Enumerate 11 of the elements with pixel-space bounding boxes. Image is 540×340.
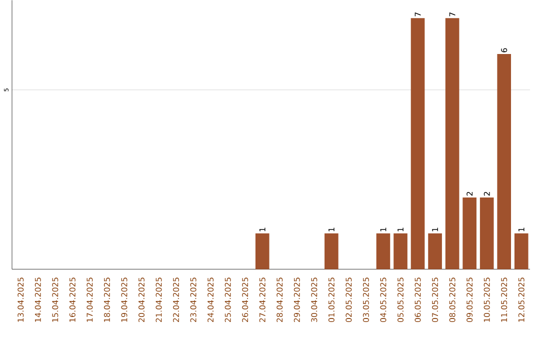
bar — [514, 233, 528, 270]
bar — [376, 233, 390, 270]
bar — [480, 197, 494, 270]
bar — [462, 197, 476, 270]
bar — [324, 233, 338, 270]
bar — [497, 54, 512, 270]
bar — [255, 233, 270, 270]
bar — [410, 18, 425, 270]
bar — [428, 233, 442, 270]
bar — [445, 18, 460, 270]
bar — [394, 233, 408, 270]
